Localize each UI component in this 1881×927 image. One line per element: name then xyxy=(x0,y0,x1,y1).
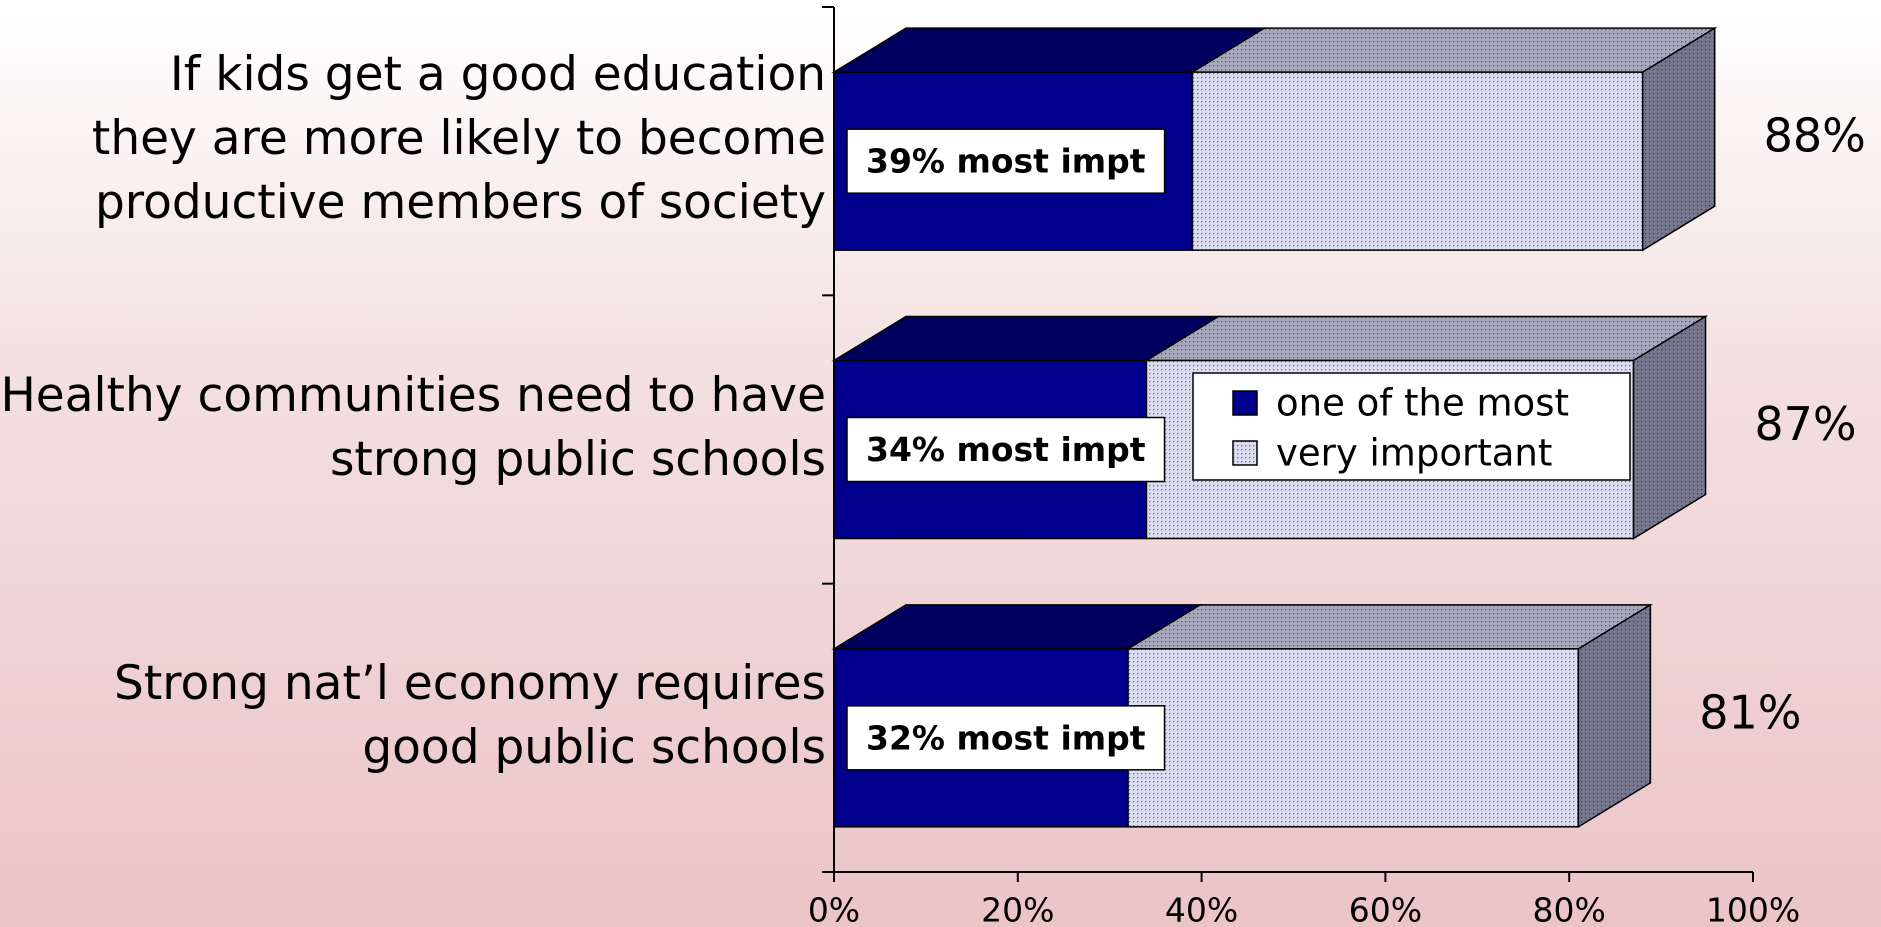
bar-top xyxy=(831,27,1268,73)
bar-segment xyxy=(1189,26,1718,252)
x-tick-label: 100% xyxy=(1706,891,1800,927)
category-label: Healthy communities need to have strong … xyxy=(0,367,826,487)
bar-segment xyxy=(1125,603,1654,829)
value-label-box xyxy=(846,128,1166,194)
bar-front xyxy=(1191,71,1644,251)
legend-label: very important xyxy=(1276,432,1552,475)
legend-swatch xyxy=(1232,390,1258,416)
x-tick-label: 60% xyxy=(1349,891,1422,927)
bar-side xyxy=(1632,315,1707,540)
value-label: 32% most impt xyxy=(866,718,1146,757)
category-label: If kids get a good education they are mo… xyxy=(91,47,826,231)
value-label: 34% most impt xyxy=(866,430,1146,469)
value-label-box xyxy=(846,416,1166,483)
value-label-box xyxy=(846,705,1166,771)
total-label: 81% xyxy=(1699,685,1801,739)
bar-front xyxy=(1127,648,1580,828)
x-tick-label: 0% xyxy=(808,891,860,927)
value-label: 39% most impt xyxy=(866,142,1146,181)
bar-top xyxy=(1189,27,1718,73)
bar-side xyxy=(1577,603,1652,829)
x-tick-label: 80% xyxy=(1533,891,1606,927)
x-tick-label: 40% xyxy=(1165,891,1238,927)
category-label: Strong nat’l economy requires good publi… xyxy=(114,655,826,775)
bar-top xyxy=(1143,315,1709,362)
total-label: 87% xyxy=(1754,397,1856,451)
legend-box xyxy=(1192,372,1631,481)
bar-side xyxy=(1641,26,1716,252)
x-tick-label: 20% xyxy=(981,891,1054,927)
total-label: 88% xyxy=(1764,109,1866,163)
legend-swatch xyxy=(1232,440,1258,466)
bar-top xyxy=(1125,604,1654,650)
legend-label: one of the most xyxy=(1276,382,1569,425)
